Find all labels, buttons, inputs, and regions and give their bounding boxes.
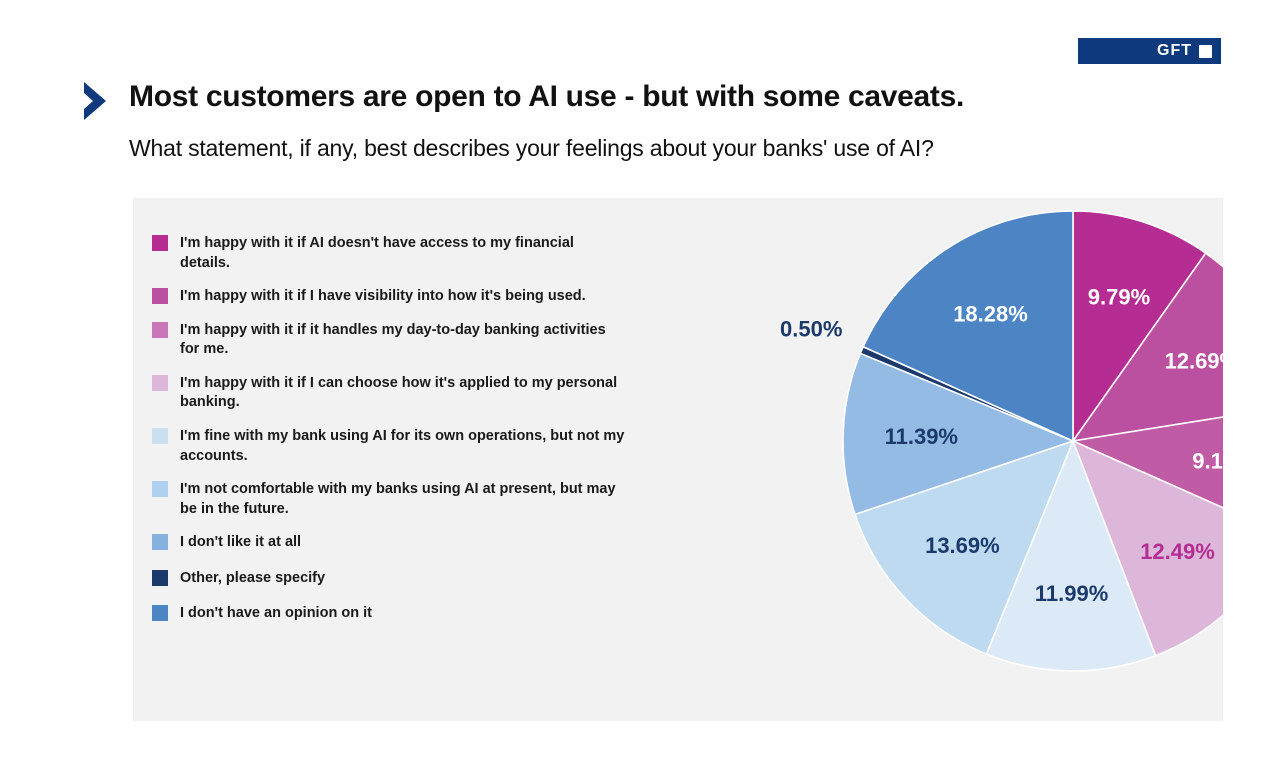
legend-item-label: Other, please specify: [180, 569, 326, 586]
legend-swatch-icon: [152, 288, 168, 305]
pie-chart-svg: 9.79% 12.69% 9.19% 12.49% 11.99% 13.69% 11.39%…: [780, 210, 1223, 672]
legend-item-label: I don't like it at all: [180, 534, 302, 551]
page-subtitle: What statement, if any, best describes y…: [129, 135, 934, 161]
pie-slice[interactable]: [854, 439, 1075, 656]
legend-swatch-icon: [152, 481, 168, 498]
pie-chart: 9.79% 12.69% 9.19% 12.49% 11.99% 13.69% 11.39%…: [603, 198, 1223, 721]
pie-slice-value-label: 9.19%: [1192, 449, 1223, 474]
pie-slice[interactable]: [842, 352, 1076, 516]
pie-slice-value-label: 13.69%: [925, 533, 1000, 558]
legend-item-label: I'm happy with it if AI doesn't have acc…: [180, 235, 574, 271]
pie-slice[interactable]: [1070, 405, 1223, 535]
legend-item[interactable]: I'm happy with it if I have visibility i…: [152, 287, 652, 307]
brand-name: GFT: [1157, 42, 1192, 59]
legend-item[interactable]: Other, please specify: [152, 569, 652, 589]
pie-slice-value-label: 11.99%: [1035, 581, 1108, 606]
pie-slice-value-label: 12.69%: [1164, 349, 1223, 374]
legend-item-label: I don't have an opinion on it: [180, 605, 372, 622]
legend-swatch-icon: [152, 321, 168, 338]
pie-slice[interactable]: [862, 210, 1074, 443]
pie-slice-value-label: 12.49%: [1140, 539, 1215, 564]
pie-slice[interactable]: [1071, 252, 1223, 443]
square-icon: [1199, 44, 1212, 58]
chart-legend: I'm happy with it if AI doesn't have acc…: [152, 234, 652, 640]
chart-panel: I'm happy with it if AI doesn't have acc…: [133, 198, 1223, 721]
legend-item[interactable]: I'm happy with it if AI doesn't have acc…: [152, 234, 652, 273]
legend-item-label: I'm happy with it if I have visibility i…: [180, 288, 586, 305]
pie-slice-value-label: 18.28%: [953, 302, 1028, 327]
legend-swatch-icon: [152, 235, 168, 251]
chevron-right-icon: [84, 82, 106, 120]
legend-item[interactable]: I'm fine with my bank using AI for its o…: [152, 427, 652, 466]
pie-slice-value-label: 9.79%: [1088, 284, 1150, 309]
pie-slice[interactable]: [985, 438, 1157, 672]
legend-item-label: I'm happy with it if it handles my day-t…: [180, 321, 606, 358]
legend-item-label: I'm happy with it if I can choose how it…: [180, 374, 618, 411]
pie-slice[interactable]: [1072, 210, 1207, 444]
legend-item[interactable]: I don't have an opinion on it: [152, 604, 652, 624]
legend-item[interactable]: I don't like it at all: [152, 533, 652, 553]
legend-swatch-icon: [152, 427, 168, 444]
pie-slice-value-label: 11.39%: [885, 424, 958, 449]
legend-item-label: I'm fine with my bank using AI for its o…: [180, 427, 625, 464]
legend-item[interactable]: I'm happy with it if it handles my day-t…: [152, 321, 652, 360]
legend-swatch-icon: [152, 569, 168, 586]
pie-slice-value-label: 0.50%: [780, 316, 842, 341]
brand-bar: GFT: [1078, 38, 1221, 64]
page-title: Most customers are open to AI use - but …: [129, 80, 965, 113]
legend-swatch-icon: [152, 374, 168, 391]
legend-swatch-icon: [152, 534, 168, 551]
legend-swatch-icon: [152, 605, 168, 622]
legend-item[interactable]: I'm not comfortable with my banks using …: [152, 480, 652, 519]
legend-item-label: I'm not comfortable with my banks using …: [180, 481, 616, 517]
pie-slice[interactable]: [1071, 439, 1223, 657]
legend-item[interactable]: I'm happy with it if I can choose how it…: [152, 374, 652, 413]
